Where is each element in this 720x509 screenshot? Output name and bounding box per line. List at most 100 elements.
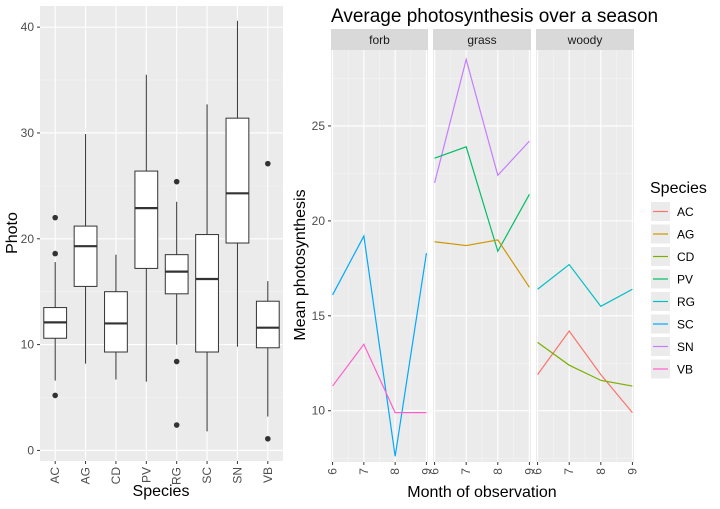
facet-grass: grass 6 7 8 9 <box>428 29 536 475</box>
legend-item-pv: PV <box>651 269 693 289</box>
y-tick-label: 20 <box>312 214 326 228</box>
box-ag <box>73 134 98 364</box>
boxplot-x-axis-title: Species <box>133 483 190 500</box>
y-tick-label: 25 <box>312 119 326 133</box>
facet-strip <box>536 29 634 50</box>
x-tick-label: 6 <box>531 468 545 475</box>
facet-forb: forb 6 7 8 9 <box>326 29 433 475</box>
boxplot-marks <box>43 20 280 442</box>
box-iqr <box>225 117 250 244</box>
x-tick-label: RG <box>170 467 184 485</box>
box-iqr <box>195 234 219 353</box>
y-tick-label: 20 <box>21 232 35 246</box>
x-tick-label: VB <box>261 467 275 483</box>
series-line-sn <box>433 57 530 184</box>
facet-strip <box>331 29 428 50</box>
x-tick-label: 6 <box>326 468 340 475</box>
line-chart-y-axis-title: Mean photosynthesis <box>292 189 309 340</box>
box-rg <box>164 178 189 428</box>
x-tick-label: 7 <box>357 468 371 475</box>
series-line-rg <box>537 263 633 308</box>
y-tick-label: 10 <box>21 338 35 352</box>
outlier-point <box>265 435 271 442</box>
outlier-point <box>52 214 58 221</box>
facet-woody: woody 6 7 8 9 <box>531 29 639 475</box>
facet-strip-label: woody <box>567 33 603 47</box>
box-iqr <box>255 300 280 349</box>
outlier-point <box>265 160 271 167</box>
series-line-sc <box>332 234 428 457</box>
x-tick-label: CD <box>109 467 123 485</box>
facet-strip <box>433 29 531 50</box>
x-tick-label: 9 <box>522 468 536 475</box>
box-iqr <box>73 225 98 287</box>
x-tick-label: AG <box>79 467 93 484</box>
x-tick-label: 7 <box>562 468 576 475</box>
legend-item-label: VB <box>677 363 693 377</box>
outlier-point <box>173 178 180 185</box>
series-line-cd <box>537 341 633 387</box>
facet-strip-label: grass <box>467 33 496 47</box>
legend-item-ag: AG <box>651 224 694 244</box>
outlier-point <box>173 422 180 428</box>
series-line-ac <box>537 329 633 414</box>
box-cd <box>104 254 128 380</box>
y-tick-label: 40 <box>21 20 35 34</box>
x-tick-label: AC <box>48 467 62 484</box>
box-iqr <box>104 291 128 353</box>
y-tick-label: 10 <box>312 404 326 418</box>
boxplot-y-axis-title: Photo <box>4 212 21 254</box>
legend-item-cd: CD <box>651 247 695 266</box>
species-boxplot: 0 10 20 30 40 AC AG CD PV RG SC SN VB Species Photo <box>4 6 283 500</box>
legend-item-sn: SN <box>651 337 694 356</box>
legend-item-rg: RG <box>651 292 695 311</box>
legend-title: Species <box>650 180 707 197</box>
outlier-point <box>173 358 180 365</box>
legend-item-sc: SC <box>651 314 694 334</box>
legend-items: AC AG CD PV RG SC SN VB <box>651 202 695 379</box>
x-tick-label: SN <box>230 467 244 484</box>
outlier-point <box>52 392 58 399</box>
line-chart-x-axis-title: Month of observation <box>407 484 556 501</box>
legend-item-label: SN <box>677 340 694 354</box>
x-tick-label: 9 <box>419 468 433 475</box>
seasonal-line-chart: Average photosynthesis over a season for… <box>292 6 658 501</box>
y-tick-label: 30 <box>21 126 35 140</box>
line-chart-title: Average photosynthesis over a season <box>331 6 658 27</box>
legend-item-label: AG <box>677 228 694 242</box>
outlier-point <box>52 250 58 257</box>
series-line-pv <box>434 146 530 253</box>
y-tick-label: 15 <box>312 309 326 323</box>
legend-item-label: RG <box>677 295 695 309</box>
facet-panels: forb 6 7 8 9 grass 6 7 8 9 woody 6 7 8 9 <box>326 29 639 475</box>
series-line-vb <box>332 343 427 414</box>
x-tick-label: 9 <box>625 468 639 475</box>
x-tick-label: SC <box>200 467 214 484</box>
species-legend: Species AC AG CD PV RG SC SN VB <box>650 180 707 379</box>
series-line-ag <box>434 239 530 288</box>
y-tick-label: 0 <box>27 443 34 457</box>
facet-strip-label: forb <box>369 33 390 47</box>
legend-item-ac: AC <box>651 202 694 221</box>
x-tick-label: 6 <box>428 468 442 475</box>
x-tick-label: 8 <box>388 468 402 475</box>
x-tick-label: 7 <box>459 468 473 475</box>
box-iqr <box>134 170 159 269</box>
legend-item-label: SC <box>677 318 694 332</box>
x-tick-label: 8 <box>594 468 608 475</box>
legend-item-label: CD <box>677 250 695 264</box>
x-tick-label: PV <box>139 467 153 483</box>
boxplot-x-axis-ticks: AC AG CD PV RG SC SN VB <box>48 461 275 485</box>
legend-item-label: PV <box>677 273 693 287</box>
legend-item-label: AC <box>677 205 694 219</box>
box-pv <box>134 74 159 382</box>
box-iqr <box>164 254 189 295</box>
box-sc <box>195 104 219 432</box>
box-vb <box>255 160 280 442</box>
box-ac <box>43 214 68 399</box>
legend-item-vb: VB <box>651 359 693 379</box>
boxplot-y-axis-ticks: 0 10 20 30 40 <box>21 20 40 457</box>
x-tick-label: 8 <box>491 468 505 475</box>
